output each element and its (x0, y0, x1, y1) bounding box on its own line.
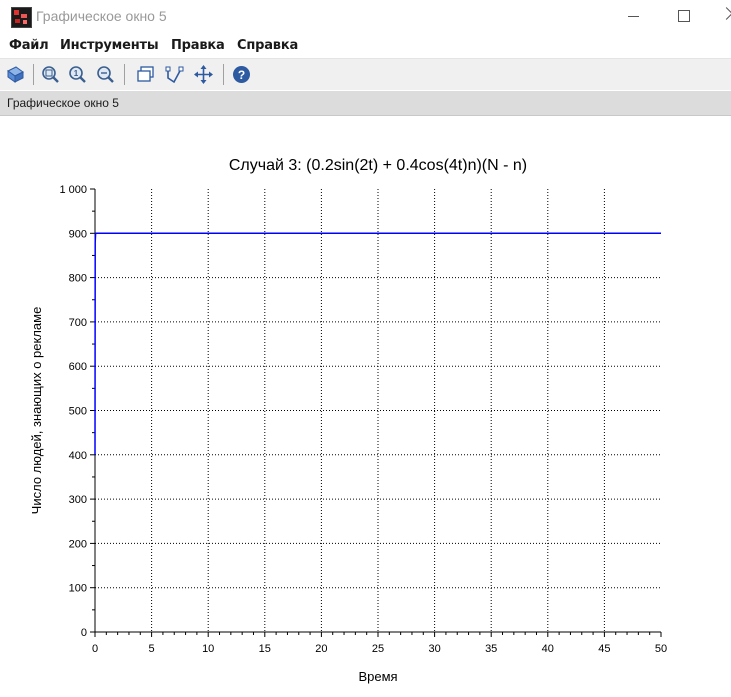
toolbar-separator (124, 64, 125, 85)
x-tick-label: 25 (372, 643, 384, 655)
y-tick-label: 600 (69, 361, 87, 373)
figure-label: Графическое окно 5 (7, 96, 119, 110)
y-tick-label: 900 (69, 228, 87, 240)
close-button[interactable] (702, 0, 731, 33)
y-tick-label: 500 (69, 406, 87, 418)
rotate-icon[interactable] (5, 64, 26, 85)
line-chart: 0 5 10 15 20 25 30 35 40 45 5001002003004005006007… (29, 157, 667, 684)
pan-icon[interactable] (193, 64, 214, 85)
maximize-button[interactable] (656, 0, 702, 33)
x-axis-label: Время (358, 669, 397, 684)
zoom-in-icon[interactable] (40, 64, 61, 85)
figure-label-bar: Графическое окно 5 (0, 91, 731, 116)
y-tick-label: 300 (69, 494, 87, 506)
y-tick-label: 1 000 (59, 184, 87, 196)
y-tick-label: 200 (69, 538, 87, 550)
chart-title: Случай 3: (0.2sin(2t) + 0.4cos(4t)n)(N -… (229, 157, 527, 174)
y-tick-label: 400 (69, 450, 87, 462)
svg-text:1: 1 (74, 69, 79, 78)
x-tick-label: 15 (259, 643, 271, 655)
plot-canvas[interactable]: 0 5 10 15 20 25 30 35 40 45 50 0 100 200 300 400 500 600 7… (0, 116, 731, 692)
x-tick-label: 10 (202, 643, 214, 655)
menu-edit[interactable]: Правка (171, 38, 225, 53)
help-icon[interactable]: ? (231, 64, 252, 85)
x-tick-label: 45 (598, 643, 610, 655)
title-bar: Графическое окно 5 (0, 0, 731, 33)
data-edit-icon[interactable] (164, 64, 185, 85)
menu-help[interactable]: Справка (237, 38, 299, 53)
x-tick-label: 5 (149, 643, 155, 655)
window-title: Графическое окно 5 (36, 8, 167, 24)
y-tick-label: 700 (69, 317, 87, 329)
app-icon (11, 7, 32, 28)
menu-file[interactable]: Файл (9, 38, 49, 53)
y-axis-label: Число людей, знающих о рекламе (29, 307, 44, 515)
datatip-icon[interactable] (135, 64, 156, 85)
zoom-reset-icon[interactable]: 1 (67, 64, 88, 85)
minimize-button[interactable] (610, 0, 656, 33)
x-tick-label: 35 (485, 643, 497, 655)
data-series-line (94, 232, 661, 455)
y-tick-label: 800 (69, 273, 87, 285)
svg-text:?: ? (238, 68, 245, 82)
x-tick-label: 40 (542, 643, 554, 655)
x-tick-label: 0 (92, 643, 98, 655)
menu-tools[interactable]: Инструменты (60, 38, 159, 53)
zoom-out-icon[interactable] (95, 64, 116, 85)
x-tick-label: 20 (315, 643, 327, 655)
x-tick-label: 50 (655, 643, 667, 655)
y-tick-label: 0 (81, 627, 87, 639)
y-tick-label: 100 (69, 583, 87, 595)
toolbar-separator (33, 64, 34, 85)
menu-bar: Файл Инструменты Правка Справка (0, 34, 731, 59)
toolbar: 1 ? (0, 59, 731, 90)
toolbar-separator (223, 64, 224, 85)
x-tick-label: 30 (428, 643, 440, 655)
